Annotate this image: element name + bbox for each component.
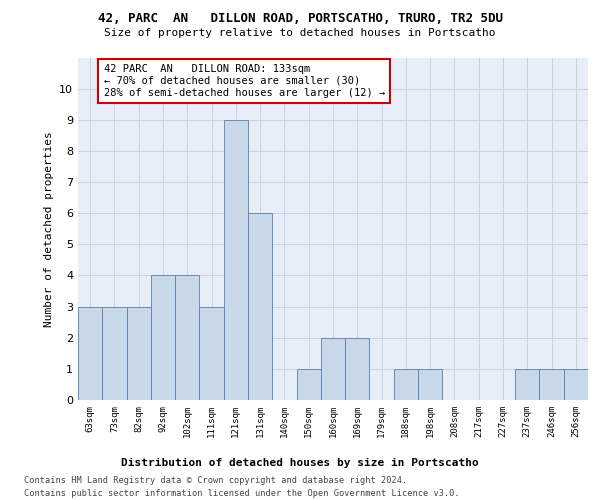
Text: Distribution of detached houses by size in Portscatho: Distribution of detached houses by size … bbox=[121, 458, 479, 468]
Bar bbox=[564, 369, 588, 400]
Bar bbox=[418, 369, 442, 400]
Bar bbox=[127, 306, 151, 400]
Text: Contains public sector information licensed under the Open Government Licence v3: Contains public sector information licen… bbox=[24, 489, 460, 498]
Bar bbox=[175, 276, 199, 400]
Bar bbox=[515, 369, 539, 400]
Text: 42, PARC  AN   DILLON ROAD, PORTSCATHO, TRURO, TR2 5DU: 42, PARC AN DILLON ROAD, PORTSCATHO, TRU… bbox=[97, 12, 503, 26]
Bar bbox=[296, 369, 321, 400]
Bar bbox=[248, 213, 272, 400]
Bar bbox=[539, 369, 564, 400]
Text: Contains HM Land Registry data © Crown copyright and database right 2024.: Contains HM Land Registry data © Crown c… bbox=[24, 476, 407, 485]
Text: Size of property relative to detached houses in Portscatho: Size of property relative to detached ho… bbox=[104, 28, 496, 38]
Bar bbox=[345, 338, 370, 400]
Bar bbox=[78, 306, 102, 400]
Y-axis label: Number of detached properties: Number of detached properties bbox=[44, 131, 53, 326]
Bar bbox=[224, 120, 248, 400]
Bar bbox=[102, 306, 127, 400]
Bar bbox=[199, 306, 224, 400]
Bar bbox=[151, 276, 175, 400]
Bar bbox=[321, 338, 345, 400]
Text: 42 PARC  AN   DILLON ROAD: 133sqm
← 70% of detached houses are smaller (30)
28% : 42 PARC AN DILLON ROAD: 133sqm ← 70% of … bbox=[104, 64, 385, 98]
Bar bbox=[394, 369, 418, 400]
